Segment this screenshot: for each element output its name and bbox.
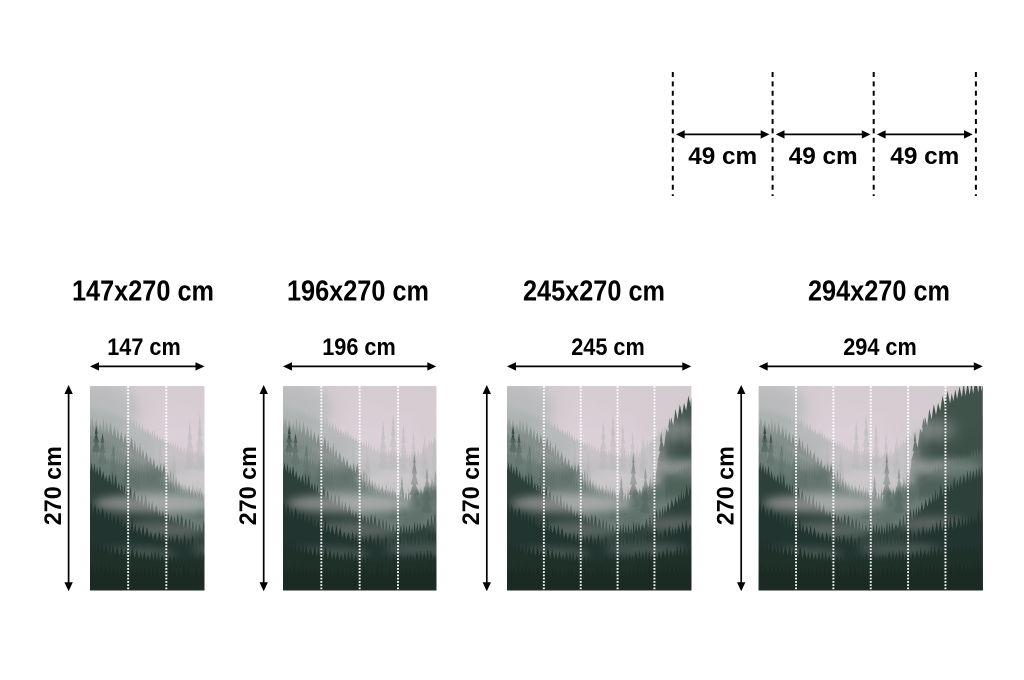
- svg-text:49 cm: 49 cm: [789, 143, 858, 170]
- svg-text:49 cm: 49 cm: [890, 143, 959, 170]
- svg-text:196 cm: 196 cm: [322, 334, 396, 361]
- svg-text:196x270 cm: 196x270 cm: [287, 276, 429, 308]
- svg-text:147 cm: 147 cm: [107, 334, 181, 361]
- svg-text:294 cm: 294 cm: [843, 334, 917, 361]
- svg-text:270 cm: 270 cm: [458, 446, 485, 525]
- svg-text:245x270 cm: 245x270 cm: [523, 276, 665, 308]
- svg-text:270 cm: 270 cm: [235, 446, 262, 525]
- svg-text:294x270 cm: 294x270 cm: [808, 276, 950, 308]
- svg-text:147x270 cm: 147x270 cm: [72, 276, 214, 308]
- svg-text:49 cm: 49 cm: [688, 143, 757, 170]
- svg-text:245 cm: 245 cm: [571, 334, 645, 361]
- svg-text:270 cm: 270 cm: [713, 446, 740, 525]
- svg-text:270 cm: 270 cm: [40, 446, 67, 525]
